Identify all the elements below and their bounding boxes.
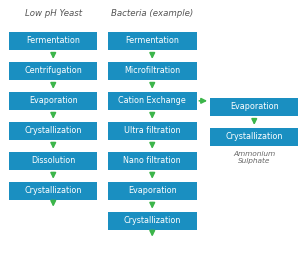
- Text: Crystallization: Crystallization: [25, 186, 82, 195]
- Text: Microfiltration: Microfiltration: [124, 66, 180, 75]
- Text: Evaporation: Evaporation: [29, 96, 78, 105]
- Text: Ultra filtration: Ultra filtration: [124, 126, 181, 135]
- Text: Fermentation: Fermentation: [125, 36, 179, 45]
- FancyBboxPatch shape: [9, 182, 98, 200]
- FancyBboxPatch shape: [108, 122, 196, 140]
- FancyBboxPatch shape: [108, 62, 196, 80]
- FancyBboxPatch shape: [108, 92, 196, 110]
- FancyBboxPatch shape: [108, 32, 196, 50]
- Text: Crystallization: Crystallization: [226, 132, 283, 141]
- FancyBboxPatch shape: [9, 152, 98, 170]
- FancyBboxPatch shape: [210, 128, 298, 146]
- Text: Evaporation: Evaporation: [128, 186, 177, 195]
- Text: Crystallization: Crystallization: [25, 126, 82, 135]
- Text: Crystallization: Crystallization: [124, 216, 181, 225]
- FancyBboxPatch shape: [9, 122, 98, 140]
- Text: Evaporation: Evaporation: [230, 102, 279, 112]
- Text: Centrifugation: Centrifugation: [24, 66, 82, 75]
- Text: Nano filtration: Nano filtration: [123, 156, 181, 165]
- FancyBboxPatch shape: [108, 152, 196, 170]
- FancyBboxPatch shape: [210, 98, 298, 116]
- Text: Cation Exchange: Cation Exchange: [118, 96, 186, 105]
- Text: Bacteria (example): Bacteria (example): [111, 9, 194, 18]
- FancyBboxPatch shape: [9, 62, 98, 80]
- FancyBboxPatch shape: [108, 212, 196, 230]
- FancyBboxPatch shape: [9, 32, 98, 50]
- Text: Fermentation: Fermentation: [26, 36, 80, 45]
- FancyBboxPatch shape: [9, 92, 98, 110]
- Text: Low pH Yeast: Low pH Yeast: [25, 9, 82, 18]
- Text: Dissolution: Dissolution: [31, 156, 75, 165]
- Text: Ammonium
Sulphate: Ammonium Sulphate: [233, 151, 275, 164]
- FancyBboxPatch shape: [108, 182, 196, 200]
